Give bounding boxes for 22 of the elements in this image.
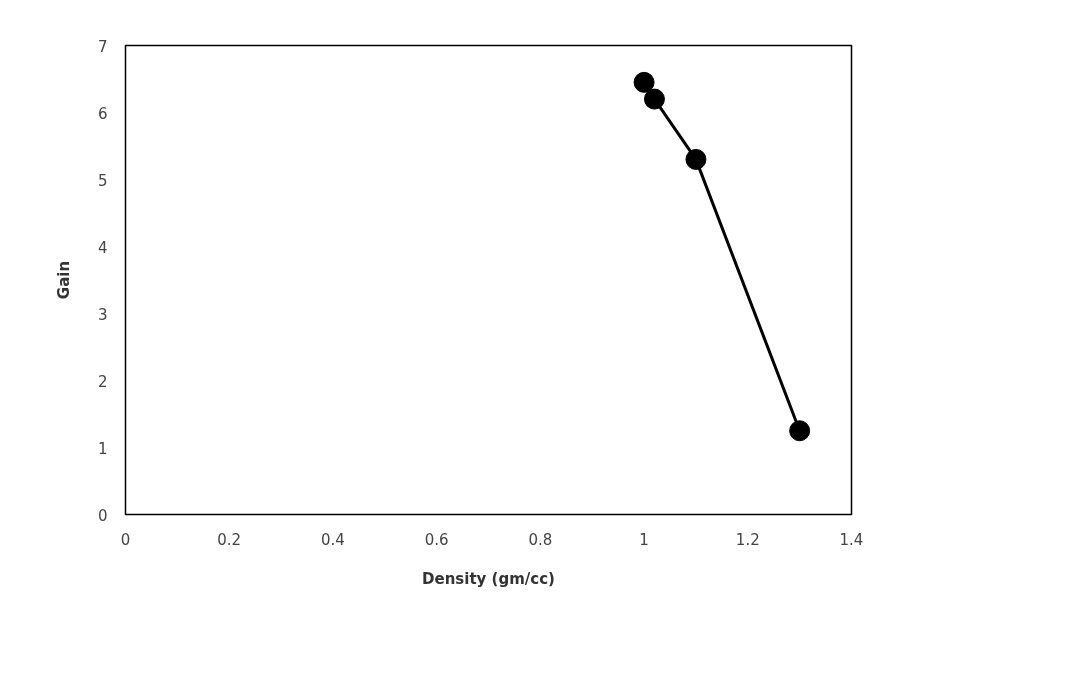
y-tick-label: 5	[97, 171, 108, 190]
y-tick-label: 1	[97, 439, 108, 458]
y-axis-title: Gain	[54, 260, 73, 300]
y-tick-label: 2	[97, 372, 108, 391]
x-tick-label: 1.2	[735, 530, 760, 549]
point	[685, 148, 707, 170]
y-tick-label: 3	[97, 305, 108, 324]
x-tick-label: 0.8	[528, 530, 553, 549]
x-tick-label: 1	[639, 530, 649, 549]
y-tick-label: 4	[97, 238, 108, 257]
y-tick-label: 0	[97, 506, 108, 525]
y-tick-label: 7	[97, 37, 108, 56]
point	[643, 88, 665, 110]
x-tick-label: 0	[120, 530, 131, 549]
x-tick-label: 0.2	[217, 530, 242, 549]
x-tick-label: 0.6	[424, 530, 449, 549]
point	[633, 71, 655, 93]
y-tick-label: 6	[97, 104, 108, 123]
x-tick-label: 0.4	[321, 530, 345, 549]
point	[789, 420, 811, 442]
x-axis-title: Density (gm/cc)	[422, 569, 555, 588]
x-tick-label: 1.4	[839, 530, 864, 549]
